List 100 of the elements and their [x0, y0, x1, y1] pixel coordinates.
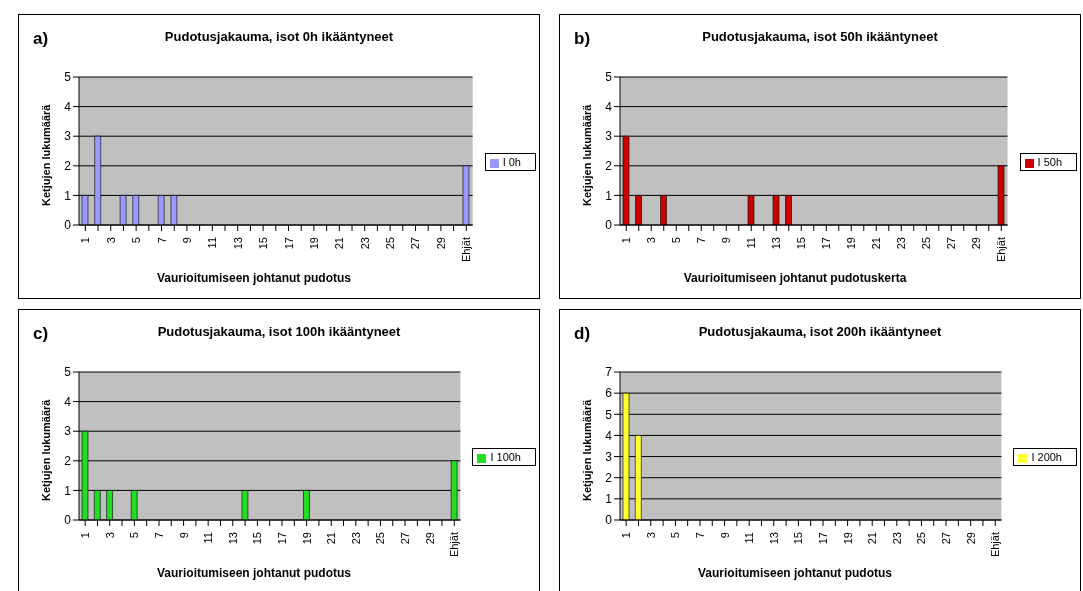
- x-tick-label: 21: [333, 237, 346, 250]
- y-tick-label: 3: [64, 129, 72, 144]
- x-tick-label: 17: [282, 237, 295, 250]
- y-tick-label: 3: [605, 449, 613, 464]
- x-tick-label: 5: [669, 532, 682, 539]
- y-tick-label: 0: [64, 218, 72, 233]
- x-tick-label: 17: [820, 237, 833, 250]
- x-tick-label: 29: [423, 532, 436, 545]
- x-tick-label: 9: [177, 532, 190, 539]
- chart-title: Pudotusjakauma, isot 0h ikääntyneet: [164, 29, 394, 44]
- x-tick-label: 13: [767, 532, 780, 545]
- x-tick-label: 5: [130, 237, 143, 244]
- legend-label: I 100h: [490, 451, 521, 463]
- x-tick-label: 3: [644, 532, 657, 539]
- x-tick-label: 27: [940, 532, 953, 545]
- x-tick-label: 3: [104, 237, 117, 244]
- x-tick-label: 9: [720, 237, 733, 244]
- x-tick-label: 23: [358, 237, 371, 250]
- x-tick-label: 9: [180, 237, 193, 244]
- x-tick-label: 3: [645, 237, 658, 244]
- y-tick-label: 4: [64, 394, 72, 409]
- x-tick-label: 19: [307, 237, 320, 250]
- y-tick-label: 0: [64, 513, 72, 528]
- x-tick-label: 29: [964, 532, 977, 545]
- x-tick-label: 11: [206, 237, 219, 249]
- x-tick-label: 21: [870, 237, 883, 250]
- x-tick-label: 25: [374, 532, 387, 545]
- y-tick-label: 5: [605, 407, 613, 422]
- y-tick-label: 1: [605, 492, 613, 507]
- legend-label: I 50h: [1037, 156, 1062, 168]
- y-tick-label: 4: [605, 428, 613, 443]
- text: b): [574, 29, 591, 49]
- y-tick-label: 7: [605, 365, 613, 380]
- y-tick-label: 2: [64, 159, 72, 174]
- y-tick-label: 3: [605, 129, 613, 144]
- y-tick-label: 2: [605, 470, 613, 485]
- x-tick-label: 11: [202, 532, 215, 544]
- x-tick-label: 5: [128, 532, 141, 539]
- x-tick-label: 13: [770, 237, 783, 250]
- y-axis-title: Ketjujen lukumäärä: [39, 398, 52, 501]
- y-tick-label: 3: [64, 424, 72, 439]
- x-tick-label: 7: [693, 532, 706, 539]
- x-tick-label: Ehjät: [995, 237, 1008, 263]
- x-tick-label: 27: [409, 237, 422, 250]
- x-tick-label: 1: [79, 237, 92, 244]
- x-tick-label: 15: [257, 237, 270, 250]
- x-tick-label: Ehjät: [989, 532, 1002, 558]
- legend-label: I 200h: [1031, 451, 1062, 463]
- x-tick-label: 25: [384, 237, 397, 250]
- x-tick-label: Ehjät: [460, 237, 473, 263]
- x-tick-label: 13: [231, 237, 244, 250]
- y-tick-label: 5: [64, 365, 72, 380]
- y-axis-title: Ketjujen lukumäärä: [580, 398, 593, 501]
- x-tick-label: 7: [152, 532, 165, 539]
- y-axis-title: Ketjujen lukumäärä: [580, 103, 593, 206]
- y-tick-label: 4: [64, 99, 72, 114]
- chart-title: Pudotusjakauma, isot 200h ikääntyneet: [698, 324, 942, 339]
- x-tick-label: 29: [970, 237, 983, 250]
- x-tick-label: 15: [251, 532, 264, 545]
- x-tick-label: 13: [226, 532, 239, 545]
- x-tick-label: 19: [845, 237, 858, 250]
- x-tick-label: 23: [349, 532, 362, 545]
- x-tick-label: 19: [300, 532, 313, 545]
- y-tick-label: 2: [605, 159, 613, 174]
- x-tick-label: 5: [670, 237, 683, 244]
- chart-title: Pudotusjakauma, isot 50h ikääntyneet: [702, 29, 938, 44]
- x-tick-label: 1: [620, 237, 633, 244]
- x-tick-label: 17: [817, 532, 830, 545]
- x-axis-title: Vaurioitumiseen johtanut pudotus: [156, 566, 352, 580]
- x-tick-label: 1: [79, 532, 92, 539]
- x-tick-label: 23: [890, 532, 903, 545]
- x-tick-label: 7: [695, 237, 708, 244]
- x-axis-title: Vaurioitumiseen johtanut pudotuskerta: [682, 271, 908, 285]
- text: c): [33, 324, 49, 344]
- x-tick-label: 29: [434, 237, 447, 250]
- y-tick-label: 6: [605, 386, 613, 401]
- y-tick-label: 1: [64, 483, 72, 498]
- x-tick-label: 27: [945, 237, 958, 250]
- y-tick-label: 5: [64, 70, 72, 85]
- x-tick-label: 25: [920, 237, 933, 250]
- y-axis-title: Ketjujen lukumäärä: [39, 103, 52, 206]
- y-tick-label: 4: [605, 99, 613, 114]
- x-axis-title: Vaurioitumiseen johtanut pudotus: [156, 271, 352, 285]
- y-tick-label: 2: [64, 454, 72, 469]
- y-tick-label: 0: [605, 218, 613, 233]
- y-tick-label: 1: [605, 188, 613, 203]
- legend-label: I 0h: [502, 156, 521, 168]
- text: d): [574, 324, 591, 344]
- x-tick-label: 11: [743, 532, 756, 544]
- x-tick-label: 11: [745, 237, 758, 249]
- x-tick-label: Ehjät: [448, 532, 461, 558]
- text: a): [33, 29, 49, 49]
- y-tick-label: 5: [605, 70, 613, 85]
- x-tick-label: 15: [795, 237, 808, 250]
- x-tick-label: 15: [792, 532, 805, 545]
- x-tick-label: 21: [866, 532, 879, 545]
- x-tick-label: 7: [155, 237, 168, 244]
- y-tick-label: 1: [64, 188, 72, 203]
- chart-title: Pudotusjakauma, isot 100h ikääntyneet: [157, 324, 401, 339]
- x-tick-label: 19: [841, 532, 854, 545]
